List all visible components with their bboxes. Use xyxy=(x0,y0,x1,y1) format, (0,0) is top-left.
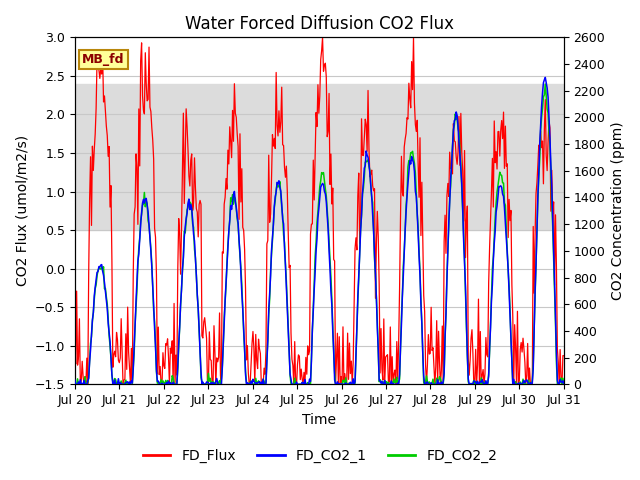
Bar xyxy=(75,84,564,230)
Y-axis label: CO2 Flux (umol/m2/s): CO2 Flux (umol/m2/s) xyxy=(15,135,29,287)
X-axis label: Time: Time xyxy=(302,413,336,427)
Legend: FD_Flux, FD_CO2_1, FD_CO2_2: FD_Flux, FD_CO2_1, FD_CO2_2 xyxy=(137,443,503,468)
Title: Water Forced Diffusion CO2 Flux: Water Forced Diffusion CO2 Flux xyxy=(185,15,454,33)
Text: MB_fd: MB_fd xyxy=(82,53,125,66)
Y-axis label: CO2 Concentration (ppm): CO2 Concentration (ppm) xyxy=(611,121,625,300)
